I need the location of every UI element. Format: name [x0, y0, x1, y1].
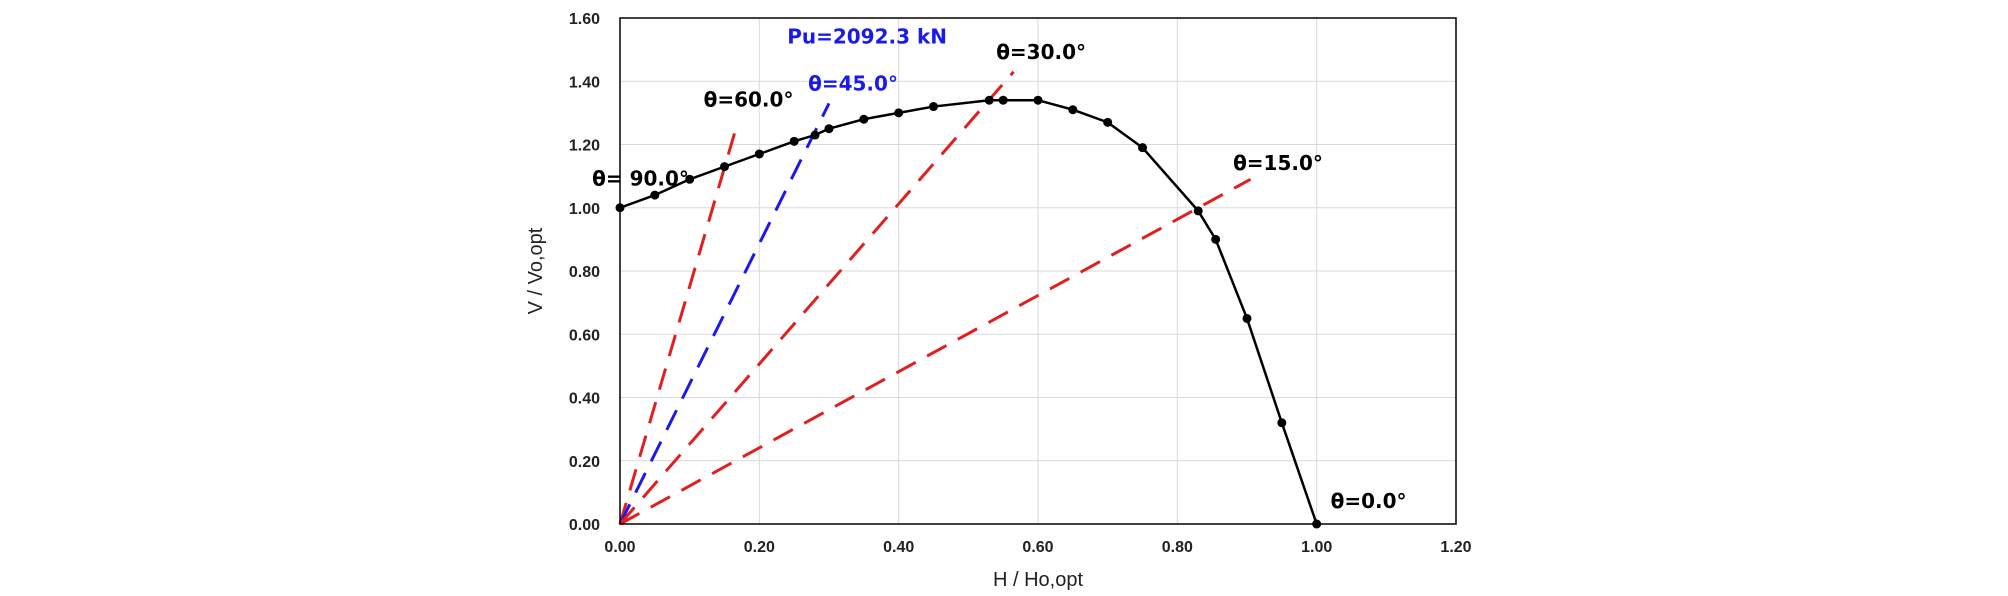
- y-axis-title: V / Vo,opt: [525, 227, 547, 314]
- x-tick-label: 1.00: [1301, 539, 1332, 556]
- tick-labels: 0.00 0.20 0.40 0.60 0.80 1.00 1.20 0.00 0.20 0.40…: [569, 11, 1472, 556]
- y-tick-label: 1.20: [569, 138, 600, 155]
- curve-point: [1277, 418, 1287, 428]
- curve-point: [1103, 117, 1113, 127]
- x-tick-label: 1.20: [1440, 539, 1471, 556]
- annotation-label: θ=0.0°: [1331, 489, 1407, 513]
- y-tick-label: 1.40: [569, 74, 600, 91]
- curve-point: [789, 136, 799, 146]
- y-tick-label: 0.80: [569, 264, 600, 281]
- load-line-label: θ=30.0°: [996, 40, 1086, 64]
- curve-point: [998, 95, 1008, 105]
- y-tick-label: 0.60: [569, 327, 600, 344]
- annotation-label: Pu=2092.3 kN: [787, 24, 947, 48]
- y-tick-label: 1.00: [569, 201, 600, 218]
- load-line: [618, 70, 1015, 525]
- x-tick-label: 0.80: [1162, 539, 1193, 556]
- y-tick-label: 0.40: [569, 391, 600, 408]
- annotation-label: θ= 90.0°: [592, 167, 689, 191]
- y-tick-label: 1.60: [569, 11, 600, 28]
- curve-point: [1211, 234, 1221, 244]
- curve-point: [754, 149, 764, 159]
- curve-point: [1033, 95, 1043, 105]
- curve-point: [824, 124, 834, 134]
- grid: [619, 17, 1457, 525]
- x-tick-label: 0.40: [883, 539, 914, 556]
- curve-point: [859, 114, 869, 124]
- curve-point: [1068, 105, 1078, 115]
- load-lines: [618, 70, 1252, 526]
- curve-point: [929, 102, 938, 112]
- annotations: θ=60.0° θ=45.0° θ=30.0° θ=15.0° Pu=2092.3 kN…: [592, 24, 1406, 513]
- interaction-curve: [615, 95, 1322, 529]
- x-tick-label: 0.20: [744, 539, 775, 556]
- curve-point: [720, 162, 729, 172]
- y-tick-label: 0.00: [569, 517, 600, 534]
- curve-point: [810, 130, 820, 140]
- curve-point: [1138, 143, 1147, 153]
- load-line: [619, 177, 1252, 526]
- curve-point: [685, 174, 695, 184]
- x-axis-title: H / Ho,opt: [993, 569, 1083, 591]
- load-line: [618, 102, 831, 525]
- curve-line: [619, 98, 1318, 525]
- x-tick-label: 0.60: [1022, 539, 1053, 556]
- curve-point: [1242, 313, 1252, 323]
- x-tick-label: 0.00: [604, 539, 635, 556]
- load-line-label: θ=45.0°: [808, 72, 898, 96]
- curve-point: [650, 190, 660, 200]
- curve-point: [1193, 206, 1203, 216]
- curve-point: [894, 108, 904, 118]
- curve-point: [984, 95, 994, 105]
- load-line-label: θ=60.0°: [704, 88, 794, 112]
- load-line-label: θ=15.0°: [1233, 151, 1323, 175]
- plot-frame: [619, 17, 1457, 525]
- y-tick-label: 0.20: [569, 454, 600, 471]
